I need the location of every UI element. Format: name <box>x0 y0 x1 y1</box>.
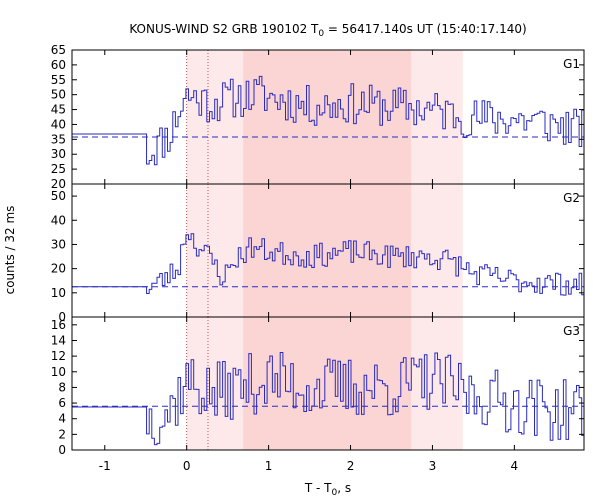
y-tick-label: 25 <box>51 162 66 176</box>
y-tick-label: 0 <box>58 310 66 324</box>
y-tick-label: 20 <box>51 177 66 191</box>
y-tick-label: 10 <box>51 365 66 379</box>
y-tick-label: 40 <box>51 117 66 131</box>
x-tick-label: -1 <box>99 459 111 473</box>
x-tick-label: 1 <box>265 459 273 473</box>
shade-dark-interval <box>243 317 412 450</box>
y-axis-label: counts / 32 ms <box>3 206 17 295</box>
y-tick-label: 30 <box>51 147 66 161</box>
panel-frame <box>71 316 585 451</box>
y-tick-label: 40 <box>51 213 66 227</box>
shade-dark-interval <box>243 50 412 184</box>
x-tick-label: 3 <box>429 459 437 473</box>
y-tick-label: 2 <box>58 427 66 441</box>
y-tick-label: 6 <box>58 396 66 410</box>
x-tick-label: 0 <box>183 459 191 473</box>
x-tick-label: 2 <box>347 459 355 473</box>
y-tick-label: 14 <box>51 333 66 347</box>
y-tick-label: 45 <box>51 103 66 117</box>
panel-label: G2 <box>563 191 580 205</box>
light-curve-g2 <box>72 233 584 296</box>
shade-dark-interval <box>243 184 412 317</box>
y-tick-label: 8 <box>58 380 66 394</box>
y-tick-label: 50 <box>51 88 66 102</box>
panel-label: G1 <box>563 57 580 71</box>
y-tick-label: 16 <box>51 318 66 332</box>
y-tick-label: 0 <box>58 443 66 457</box>
x-axis-label: T - T0, s <box>304 481 351 498</box>
y-tick-label: 35 <box>51 132 66 146</box>
x-tick-label: 4 <box>511 459 519 473</box>
y-tick-label: 30 <box>51 237 66 251</box>
y-tick-label: 10 <box>51 286 66 300</box>
panel-label: G3 <box>563 324 580 338</box>
y-tick-label: 20 <box>51 262 66 276</box>
light-curve-g1 <box>72 75 584 166</box>
chart-title: KONUS-WIND S2 GRB 190102 T0 = 56417.140s… <box>129 22 526 39</box>
y-tick-label: 50 <box>51 189 66 203</box>
y-tick-label: 60 <box>51 58 66 72</box>
y-tick-label: 12 <box>51 349 66 363</box>
light-curve-g3 <box>72 352 584 446</box>
panel-g2: 0 10 20 30 40 50 G2 <box>51 183 585 324</box>
y-tick-label: 4 <box>58 412 66 426</box>
y-tick-label: 65 <box>51 43 66 57</box>
y-tick-label: 55 <box>51 73 66 87</box>
